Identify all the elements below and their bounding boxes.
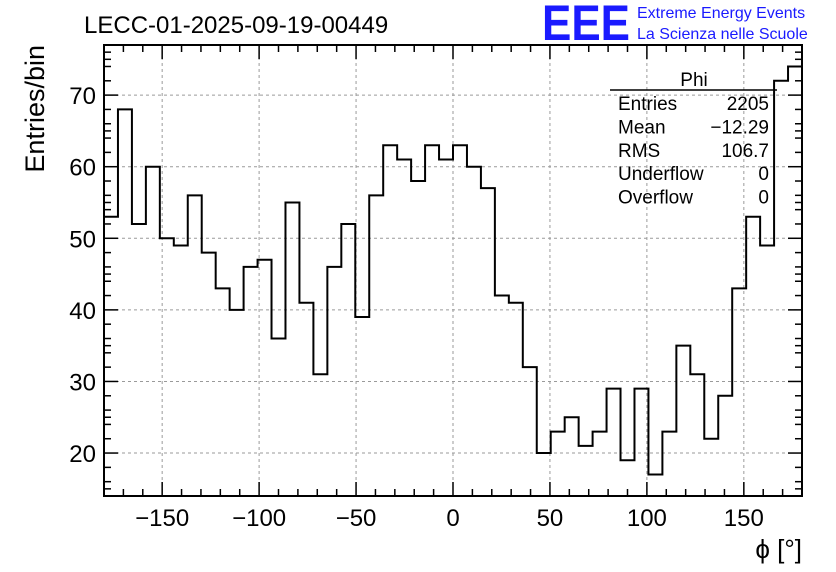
stats-box: Phi Entries 2205 Mean −12.29 RMS 106.7 Underfl…	[610, 70, 777, 209]
y-tick-label: 70	[69, 83, 96, 110]
eee-logo-mark: EEE	[542, 0, 630, 51]
logo-line-2: La Scienza nelle Scuole	[637, 26, 808, 43]
x-tick-label: 0	[446, 505, 459, 532]
x-tick-label: 150	[724, 505, 764, 532]
y-tick-label: 60	[69, 155, 96, 182]
stats-row-value: 0	[758, 188, 769, 209]
stats-row-label: Mean	[618, 117, 666, 138]
histogram-step-line	[104, 65, 802, 476]
eee-logo: EEE Extreme Energy Events La Scienza nel…	[542, 0, 808, 51]
stats-box-rows: Entries 2205 Mean −12.29 RMS 106.7 Underflow 0 O…	[618, 94, 769, 209]
grid-lines	[104, 45, 802, 496]
y-tick-label: 50	[69, 226, 96, 253]
y-tick-label: 20	[69, 441, 96, 468]
x-tick-label: −100	[232, 505, 286, 532]
y-axis-label: Entries/bin	[20, 45, 50, 173]
logo-line-1: Extreme Energy Events	[637, 5, 805, 22]
axis-ticks	[104, 45, 802, 496]
stats-row-label: Overflow	[618, 188, 693, 209]
x-axis-label: ϕ [°]	[755, 534, 802, 564]
stats-row-value: −12.29	[710, 117, 769, 138]
stats-box-title: Phi	[680, 70, 707, 91]
x-tick-label: 100	[627, 505, 667, 532]
x-tick-label: −50	[336, 505, 377, 532]
chart-title: LECC-01-2025-09-19-00449	[84, 12, 388, 39]
y-tick-labels: 20 30 40 50 60 70	[69, 83, 96, 468]
x-tick-label: 50	[537, 505, 564, 532]
y-tick-label: 30	[69, 369, 96, 396]
stats-row-value: 106.7	[721, 141, 769, 162]
stats-row-label: Underflow	[618, 164, 704, 185]
x-tick-label: −150	[135, 505, 189, 532]
x-tick-labels: −150 −100 −50 0 50 100 150	[135, 505, 764, 532]
stats-row-value: 2205	[727, 94, 769, 115]
stats-row-value: 0	[758, 164, 769, 185]
y-tick-label: 40	[69, 298, 96, 325]
stats-row-label: RMS	[618, 141, 660, 162]
stats-row-label: Entries	[618, 94, 677, 115]
